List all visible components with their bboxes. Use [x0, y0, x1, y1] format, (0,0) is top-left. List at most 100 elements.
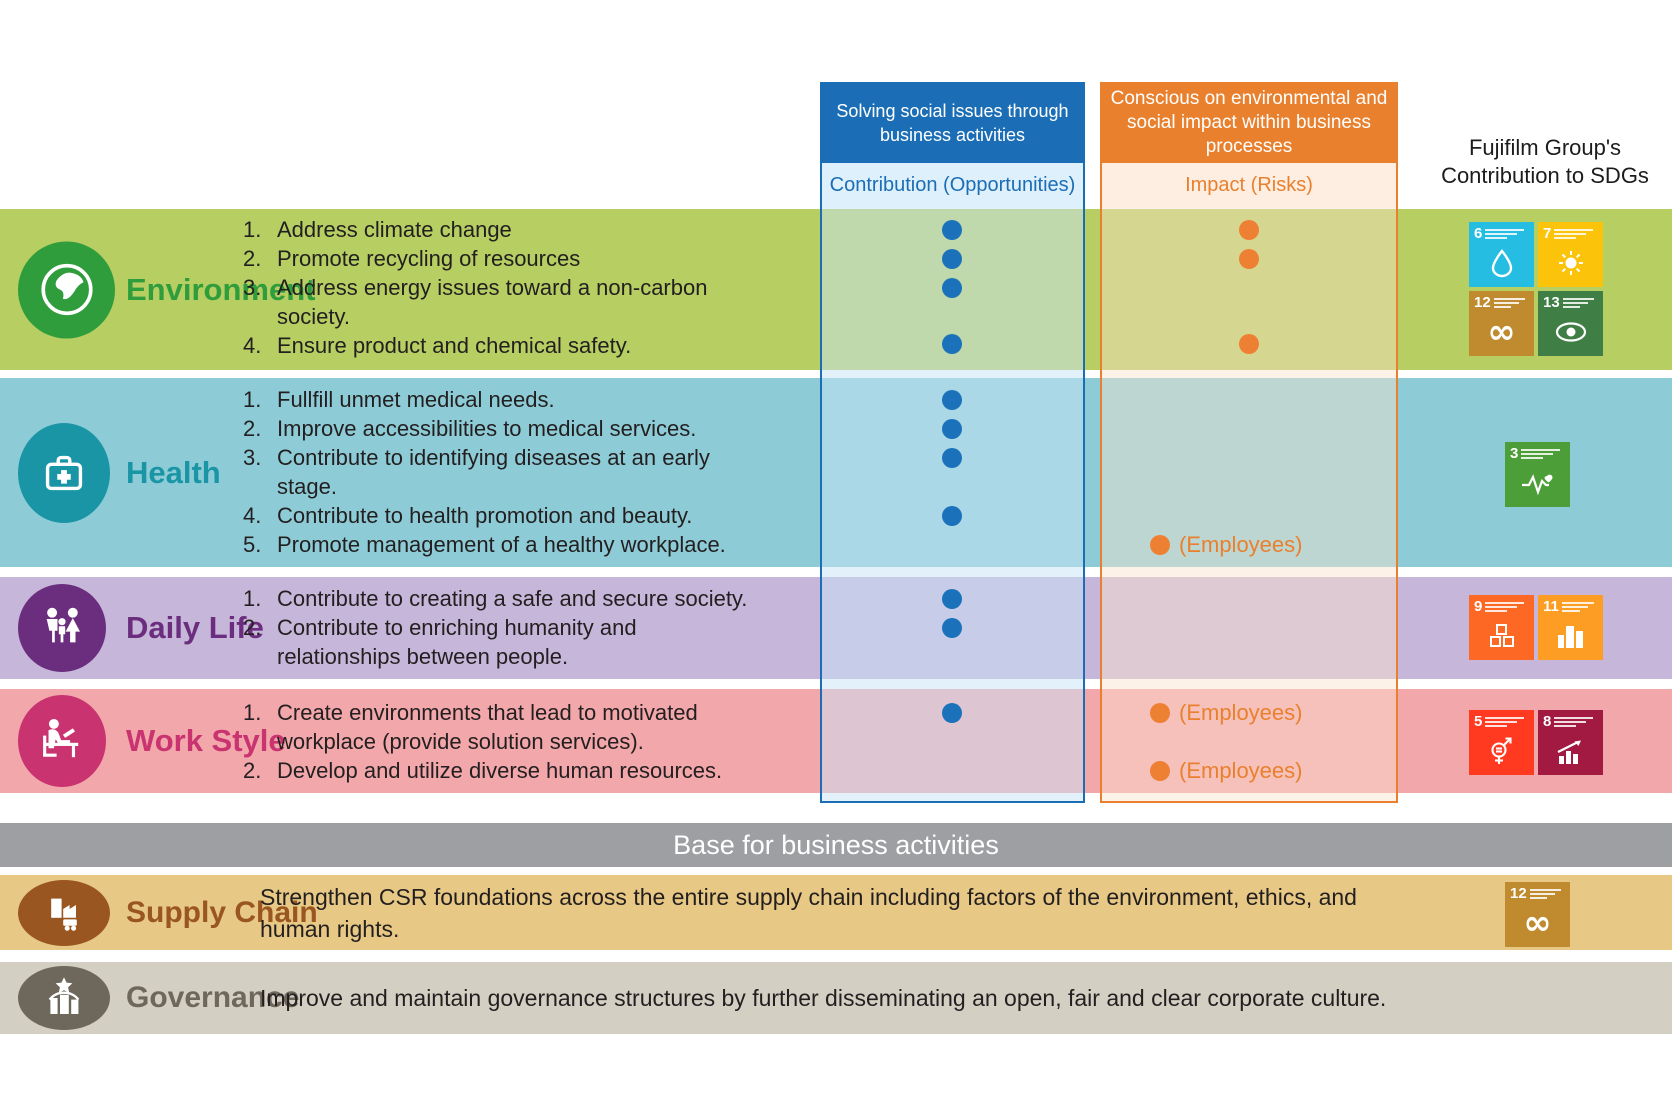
sdg-number: 11	[1543, 598, 1559, 615]
eye-globe-icon	[1543, 312, 1598, 352]
row-supply-chain-label: Supply Chain	[126, 895, 318, 929]
list-item: 2. Contribute to enriching humanity and r…	[243, 615, 637, 669]
government-building-icon	[18, 966, 110, 1030]
base-banner-label: Base for business activities	[673, 829, 999, 860]
list-item: 1. Fullfill unmet medical needs.	[243, 387, 555, 412]
list-item: 5. Promote management of a healthy workpl…	[243, 532, 726, 557]
growth-chart-icon	[1543, 731, 1598, 771]
sdg-title-bars	[1554, 715, 1598, 729]
sdg-title-bars	[1529, 887, 1565, 901]
health-items: 1. Fullfill unmet medical needs. 2. Improv…	[243, 385, 763, 559]
list-item: 3. Address energy issues toward a non-car…	[243, 275, 708, 329]
water-drop-icon	[1474, 243, 1529, 283]
contribution-dot	[942, 589, 962, 609]
impact-column-overlay: Impact (Risks)	[1100, 163, 1398, 803]
impact-employees-marker: (Employees)	[1150, 531, 1302, 559]
sdg-number: 12	[1510, 885, 1527, 902]
contribution-dot	[942, 506, 962, 526]
sdg-number: 6	[1474, 225, 1483, 242]
impact-dot	[1239, 220, 1259, 240]
sdg-title-bars	[1493, 296, 1529, 310]
contribution-dot	[942, 618, 962, 638]
impact-column-header: Conscious on environmental and social im…	[1100, 82, 1398, 163]
supply-chain-text: Strengthen CSR foundations across the en…	[260, 883, 1357, 942]
contribution-column-title: Solving social issues through business a…	[836, 100, 1069, 145]
sdg-number: 9	[1474, 598, 1483, 615]
sun-icon	[1543, 243, 1598, 283]
sdg-number: 13	[1543, 294, 1560, 311]
contribution-dot	[942, 249, 962, 269]
row-work-style-label: Work Style	[126, 723, 286, 758]
contribution-subtitle: Contribution (Opportunities)	[822, 163, 1083, 208]
list-item: 2. Improve accessibilities to medical ser…	[243, 416, 697, 441]
impact-column-tint	[1102, 208, 1396, 801]
impact-dot	[1150, 703, 1170, 723]
sdg-column-title-line2: Contribution to SDGs	[1441, 163, 1649, 188]
row-governance: Governance Improve and maintain governan…	[0, 962, 1672, 1034]
sdg-tile-clean-energy: 7	[1538, 222, 1603, 287]
first-aid-kit-icon	[18, 422, 110, 523]
infinity-icon: ∞	[1523, 903, 1552, 943]
sdg-title-bars	[1562, 296, 1598, 310]
sdg-column-title-line1: Fujifilm Group's	[1468, 135, 1622, 160]
row-governance-label: Governance	[126, 981, 300, 1014]
sdg-title-bars	[1485, 600, 1529, 614]
sdg-tile-gender-equality: 5	[1469, 710, 1534, 775]
impact-dot	[1239, 334, 1259, 354]
sdg-tile-responsible-consumption: 12 ∞	[1469, 291, 1534, 356]
governance-text: Improve and maintain governance structur…	[260, 985, 1387, 1011]
contribution-dot	[942, 703, 962, 723]
contribution-dot	[942, 448, 962, 468]
infinity-icon: ∞	[1487, 312, 1516, 352]
impact-dot	[1150, 761, 1170, 781]
desk-worker-icon	[18, 695, 106, 787]
row-environment-label: Environment	[126, 271, 316, 307]
contribution-dot	[942, 419, 962, 439]
sdg-column-header: Fujifilm Group's Contribution to SDGs	[1400, 134, 1680, 190]
impact-dot	[1239, 249, 1259, 269]
list-item: 3. Contribute to identifying diseases at …	[243, 445, 710, 499]
row-daily-life-label: Daily Life	[126, 610, 264, 645]
sdg-tile-good-health: 3	[1505, 442, 1570, 507]
list-item: 1. Create environments that lead to motiv…	[243, 700, 698, 754]
work-style-items: 1. Create environments that lead to motiv…	[243, 698, 763, 785]
sdg-tile-clean-water: 6	[1469, 222, 1534, 287]
sdg-tile-decent-work: 8	[1538, 710, 1603, 775]
sdg-number: 5	[1474, 713, 1483, 730]
base-banner: Base for business activities	[0, 823, 1672, 867]
row-health-label: Health	[126, 454, 221, 490]
sdg-title-bars	[1521, 447, 1565, 461]
sdg-number: 7	[1543, 225, 1552, 242]
list-item: 1. Address climate change	[243, 217, 512, 242]
sdg-tile-responsible-consumption: 12 ∞	[1505, 882, 1570, 947]
buildings-icon	[1543, 616, 1598, 656]
contribution-column-header: Solving social issues through business a…	[820, 82, 1085, 163]
impact-employees-marker: (Employees)	[1150, 757, 1302, 785]
employees-label: (Employees)	[1179, 700, 1303, 725]
cubes-icon	[1474, 616, 1529, 656]
heartbeat-icon	[1510, 463, 1565, 503]
sdg-title-bars	[1561, 600, 1598, 614]
list-item: 4. Contribute to health promotion and bea…	[243, 503, 693, 528]
sdg-number: 12	[1474, 294, 1491, 311]
list-item: 2. Promote recycling of resources	[243, 246, 581, 271]
factory-truck-icon	[18, 879, 110, 946]
sdg-tile-climate-action: 13	[1538, 291, 1603, 356]
contribution-dot	[942, 390, 962, 410]
employees-label: (Employees)	[1179, 758, 1303, 783]
sdg-title-bars	[1485, 227, 1529, 241]
row-supply-chain: Supply Chain Strengthen CSR foundations …	[0, 875, 1672, 950]
impact-dot	[1150, 535, 1170, 555]
list-item: 4. Ensure product and chemical safety.	[243, 333, 632, 358]
sdg-title-bars	[1554, 227, 1598, 241]
sdg-tile-industry-innovation: 9	[1469, 595, 1534, 660]
daily-life-items: 1. Contribute to creating a safe and secu…	[243, 584, 763, 671]
environment-items: 1. Address climate change 2. Promote recyc…	[243, 215, 763, 360]
sdg-number: 8	[1543, 713, 1552, 730]
impact-employees-marker: (Employees)	[1150, 699, 1302, 727]
impact-column-title: Conscious on environmental and social im…	[1110, 87, 1388, 157]
globe-icon	[18, 241, 115, 338]
contribution-dot	[942, 334, 962, 354]
sdg-number: 3	[1510, 445, 1519, 462]
